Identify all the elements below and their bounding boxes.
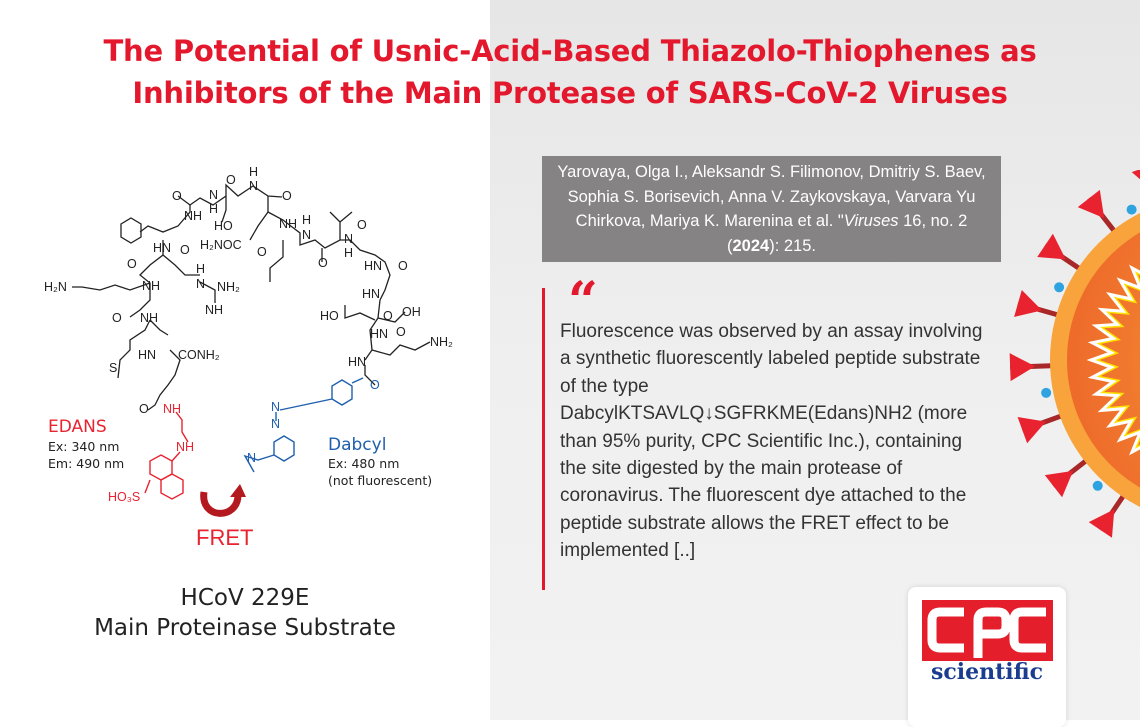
dabcyl-bonds xyxy=(243,377,364,473)
peptide-atom-label: H xyxy=(302,213,311,227)
peptide-atom-label: OH xyxy=(402,305,421,319)
peptide-atom-label: O xyxy=(257,245,267,259)
peptide-atom-label: O xyxy=(226,173,236,187)
caption-line-2: Main Proteinase Substrate xyxy=(94,615,396,641)
virus-protein xyxy=(1041,387,1052,398)
virus-rna xyxy=(1086,264,1140,456)
virus-spike-head xyxy=(1017,416,1046,444)
virus-spike-head xyxy=(1014,290,1042,317)
virus-protein xyxy=(1054,282,1065,293)
edans-excitation: Ex: 340 nm xyxy=(48,439,119,454)
peptide-atom-label: N xyxy=(209,188,218,202)
page-title: The Potential of Usnic-Acid-Based Thiazo… xyxy=(0,30,1140,114)
dabcyl-atom-label: N xyxy=(271,400,280,414)
peptide-atom-label: O xyxy=(172,189,182,203)
caption-line-1: HCoV 229E xyxy=(180,585,310,611)
dabcyl-excitation: Ex: 480 nm xyxy=(328,456,399,471)
dabcyl-atom-label: N xyxy=(247,451,256,465)
peptide-atom-label: O xyxy=(398,259,408,273)
edans-bonds xyxy=(144,411,189,500)
peptide-atom-label: NH₂ xyxy=(217,280,240,294)
peptide-atom-label: NH xyxy=(140,311,158,325)
peptide-atom-label: HO xyxy=(214,219,233,233)
virus-spike-head xyxy=(1077,189,1105,219)
peptide-atom-label: O xyxy=(282,189,292,203)
cpc-scientific-logo: scientific xyxy=(908,587,1066,727)
citation-journal: Viruses xyxy=(843,212,899,230)
peptide-atom-label: H xyxy=(344,246,353,260)
peptide-atom-label: NH xyxy=(184,209,202,223)
peptide-atom-label: O xyxy=(383,309,393,323)
fret-label: FRET xyxy=(196,525,253,550)
citation-authors: Yarovaya, Olga I., Aleksandr S. Filimono… xyxy=(557,163,986,230)
peptide-atom-label: N xyxy=(302,228,311,242)
structure-caption: HCoV 229E Main Proteinase Substrate xyxy=(0,583,490,643)
virus-spike-head xyxy=(1088,509,1115,538)
quote-bar xyxy=(542,288,545,590)
virus-spike-head xyxy=(1044,470,1074,498)
citation-box: Yarovaya, Olga I., Aleksandr S. Filimono… xyxy=(542,156,1001,262)
edans-atom-label: NH xyxy=(163,402,181,416)
quote-text: Fluorescence was observed by an assay in… xyxy=(560,321,983,562)
citation-volume: 16, no. 2 ( xyxy=(727,212,968,255)
dabcyl-note: (not fluorescent) xyxy=(328,473,432,488)
peptide-backbone-bonds xyxy=(72,183,431,411)
fret-arrowhead-icon xyxy=(230,484,246,497)
peptide-atom-label: O xyxy=(127,257,137,271)
peptide-atom-label: O xyxy=(396,325,406,339)
peptide-atom-label: N xyxy=(196,277,205,291)
virus-spike-head xyxy=(1009,353,1036,382)
peptide-atom-label: HN xyxy=(370,327,388,341)
peptide-atom-label: HN xyxy=(364,259,382,273)
peptide-atom-label: H xyxy=(209,202,218,216)
peptide-atom-label: N xyxy=(249,179,258,193)
virus-spike-head xyxy=(1037,233,1066,260)
virus-protein xyxy=(1126,204,1137,215)
peptide-atom-label: NH₂ xyxy=(430,335,453,349)
peptide-atom-label: O xyxy=(112,311,122,325)
edans-atom-label: NH xyxy=(176,440,194,454)
logo-cpc-mark xyxy=(922,600,1053,661)
peptide-atom-label: HN xyxy=(362,287,380,301)
peptide-atom-label: HN xyxy=(153,241,171,255)
peptide-atom-label: NH xyxy=(279,217,297,231)
edans-label: EDANS xyxy=(48,417,107,437)
peptide-atom-label: O xyxy=(357,218,367,232)
peptide-atom-label: H₂NOC xyxy=(200,238,242,252)
peptide-atom-label: HN xyxy=(138,348,156,362)
peptide-atom-label: N xyxy=(344,232,353,246)
left-panel xyxy=(0,0,490,720)
peptide-atom-label: NH xyxy=(142,279,160,293)
peptide-atom-label: S xyxy=(109,361,117,375)
peptide-atom-label: O xyxy=(318,256,328,270)
virus-rna-strand xyxy=(1086,264,1140,456)
title-line-2: Inhibitors of the Main Protease of SARS-… xyxy=(132,76,1008,110)
virus-spike-head xyxy=(1131,170,1140,180)
quote-mark-icon: “ xyxy=(568,271,598,332)
peptide-atom-label: H xyxy=(196,262,205,276)
edans-emission: Em: 490 nm xyxy=(48,456,124,471)
citation-year: 2024 xyxy=(732,236,770,255)
logo-scientific-text: scientific xyxy=(930,659,1044,685)
peptide-atom-label: O xyxy=(180,243,190,257)
peptide-atom-label: CONH₂ xyxy=(178,348,220,362)
virus-protein xyxy=(1092,480,1103,491)
peptide-atom-label: H₂N xyxy=(44,280,67,294)
dabcyl-atom-label: N xyxy=(271,417,280,431)
coronavirus-illustration xyxy=(1009,170,1140,538)
title-line-1: The Potential of Usnic-Acid-Based Thiazo… xyxy=(103,34,1037,68)
fret-arrow-icon xyxy=(200,491,242,517)
citation-pages: ): 215. xyxy=(769,236,816,255)
dabcyl-atom-label: O xyxy=(370,378,380,392)
peptide-atom-label: HO xyxy=(320,309,339,323)
peptide-atom-label: H xyxy=(249,165,258,179)
benzene-ring xyxy=(120,217,142,244)
peptide-atom-label: O xyxy=(139,402,149,416)
edans-atom-label: HO₃S xyxy=(108,490,140,504)
peptide-atom-label: HN xyxy=(348,355,366,369)
dabcyl-label: Dabcyl xyxy=(328,435,386,455)
peptide-atom-label: NH xyxy=(205,303,223,317)
